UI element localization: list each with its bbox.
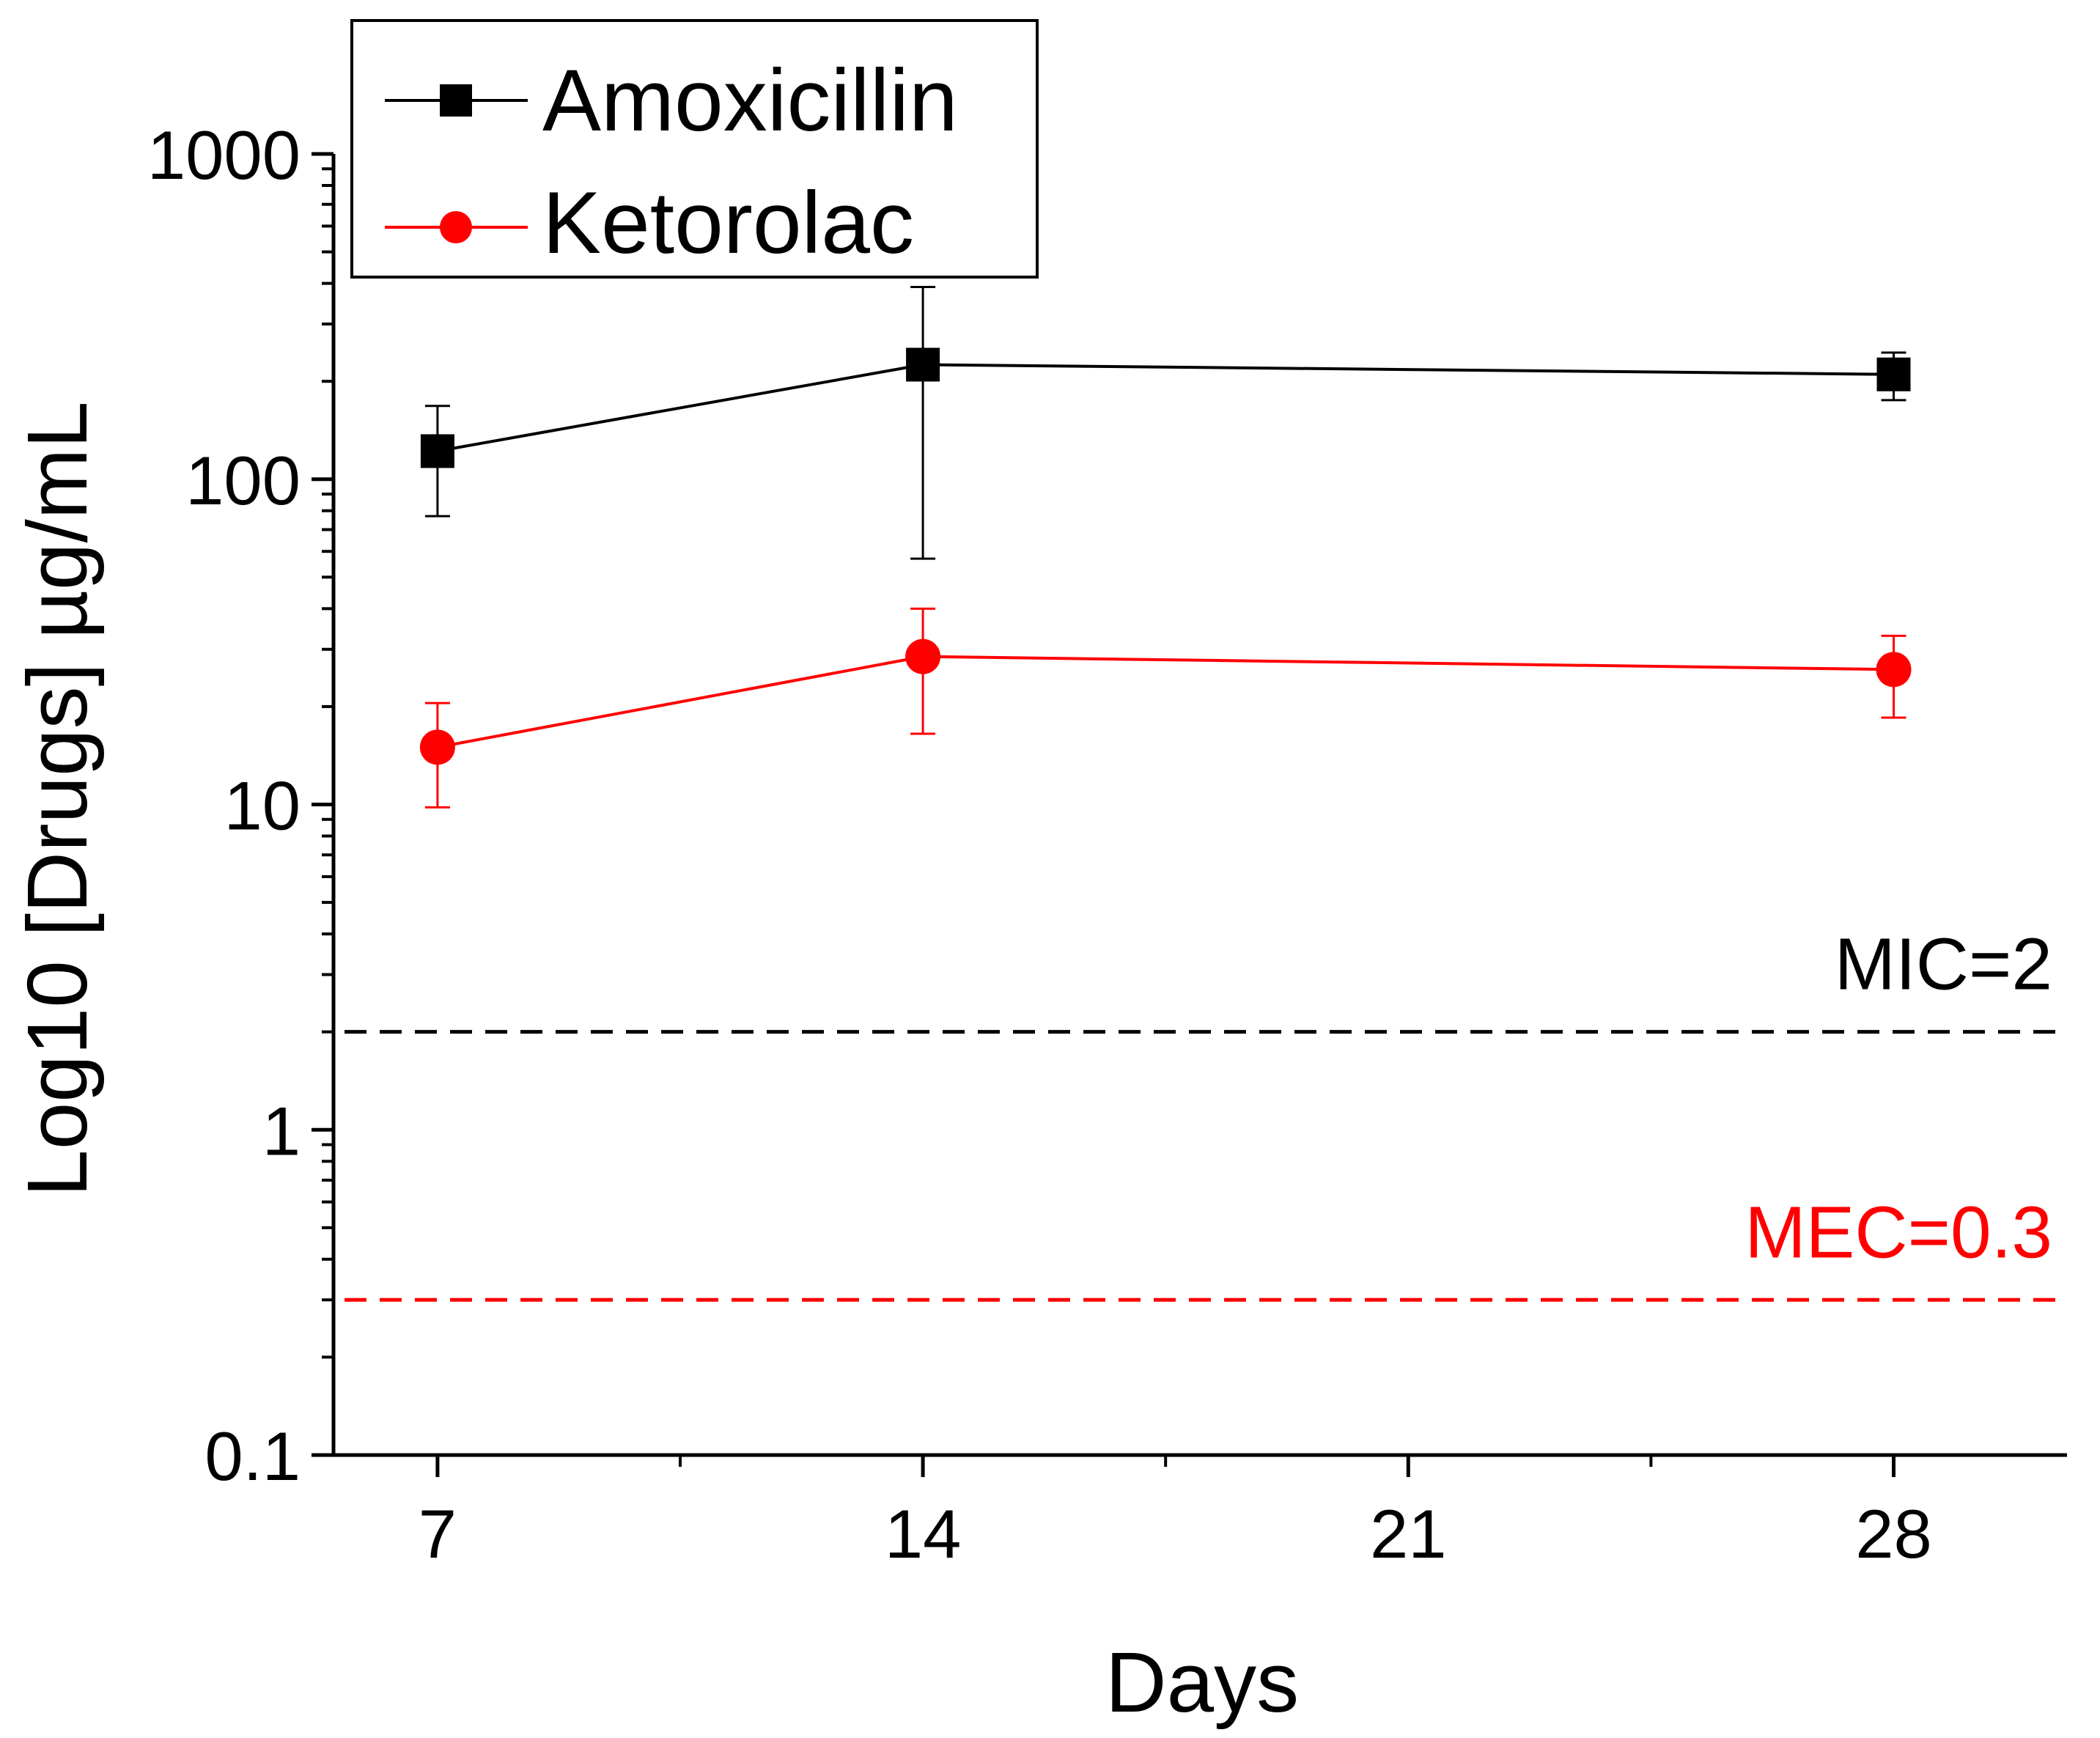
reference-line-label: MEC=0.3 — [1745, 1191, 2052, 1273]
x-ticks: 7 14 21 28 — [419, 1455, 1932, 1572]
data-point — [905, 638, 941, 674]
series-line — [437, 655, 1894, 749]
x-tick-label: 7 — [419, 1495, 457, 1572]
data-point — [419, 729, 455, 765]
y-tick-label: 0.1 — [205, 1418, 301, 1495]
y-tick-label: 10 — [224, 767, 301, 844]
data-point — [1876, 357, 1911, 391]
y-tick-label: 1000 — [147, 117, 301, 194]
y-ticks: 0.1 1 10 100 1000 — [147, 117, 334, 1495]
legend-item-ketorolac: Ketorolac — [385, 174, 914, 272]
reference-line-label: MIC=2 — [1835, 924, 2052, 1006]
legend-amoxicillin-marker — [440, 84, 472, 117]
x-tick-label: 14 — [885, 1495, 962, 1572]
x-tick-label: 21 — [1370, 1495, 1447, 1572]
series-layer — [419, 285, 1912, 809]
data-point — [420, 434, 454, 468]
data-point — [1876, 652, 1912, 688]
x-tick-label: 28 — [1855, 1495, 1932, 1572]
legend-item-amoxicillin: Amoxicillin — [385, 51, 958, 150]
y-tick-label: 100 — [185, 442, 301, 519]
x-axis-title: Days — [1105, 1635, 1299, 1730]
legend: Amoxicillin Ketorolac — [350, 19, 1039, 279]
legend-ketorolac-label: Ketorolac — [542, 174, 914, 272]
y-axis-title: Log10 [Drugs] µg/mL — [10, 401, 105, 1197]
reference-lines: MIC=2 MEC=0.3 — [345, 924, 2067, 1302]
data-point — [906, 347, 940, 382]
legend-amoxicillin-label: Amoxicillin — [542, 51, 958, 150]
y-tick-label: 1 — [262, 1092, 301, 1169]
series-line — [437, 363, 1894, 453]
legend-ketorolac-marker — [440, 211, 472, 243]
